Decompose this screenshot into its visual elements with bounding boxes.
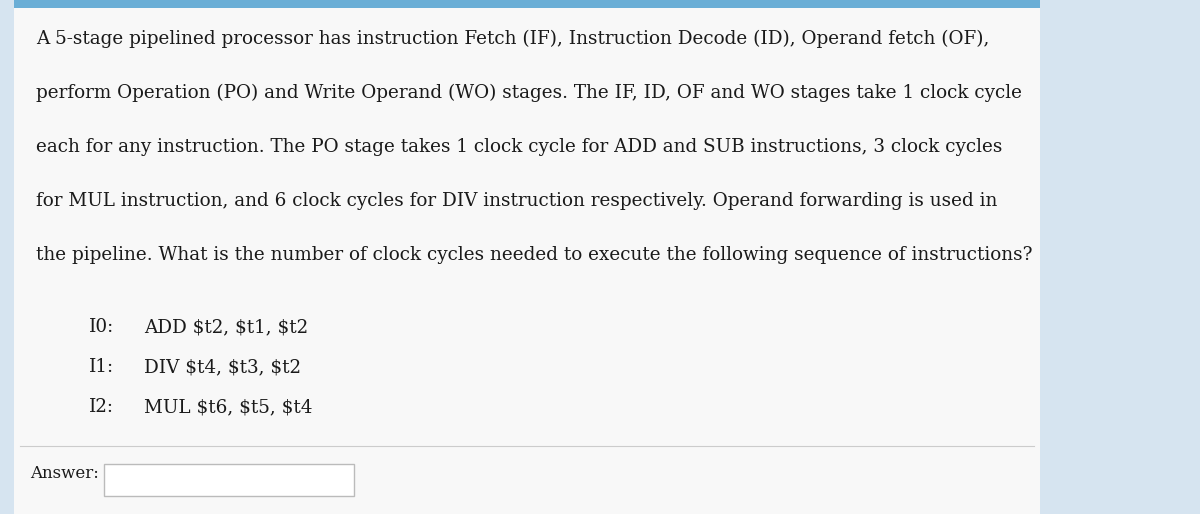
FancyBboxPatch shape [14, 0, 1040, 8]
Text: for MUL instruction, and 6 clock cycles for DIV instruction respectively. Operan: for MUL instruction, and 6 clock cycles … [36, 192, 997, 210]
Text: ADD $t2, $t1, $t2: ADD $t2, $t1, $t2 [144, 318, 308, 336]
FancyBboxPatch shape [14, 0, 1040, 514]
Text: each for any instruction. The PO stage takes 1 clock cycle for ADD and SUB instr: each for any instruction. The PO stage t… [36, 138, 1002, 156]
Text: I1:: I1: [89, 358, 114, 376]
Text: the pipeline. What is the number of clock cycles needed to execute the following: the pipeline. What is the number of cloc… [36, 246, 1032, 264]
Text: I2:: I2: [89, 398, 114, 416]
Text: perform Operation (PO) and Write Operand (WO) stages. The IF, ID, OF and WO stag: perform Operation (PO) and Write Operand… [36, 84, 1022, 102]
Text: DIV $t4, $t3, $t2: DIV $t4, $t3, $t2 [144, 358, 301, 376]
Text: I0:: I0: [89, 318, 114, 336]
Text: MUL $t6, $t5, $t4: MUL $t6, $t5, $t4 [144, 398, 312, 416]
FancyBboxPatch shape [104, 464, 354, 496]
Text: A 5-stage pipelined processor has instruction Fetch (IF), Instruction Decode (ID: A 5-stage pipelined processor has instru… [36, 30, 989, 48]
Text: Answer:: Answer: [30, 466, 98, 483]
